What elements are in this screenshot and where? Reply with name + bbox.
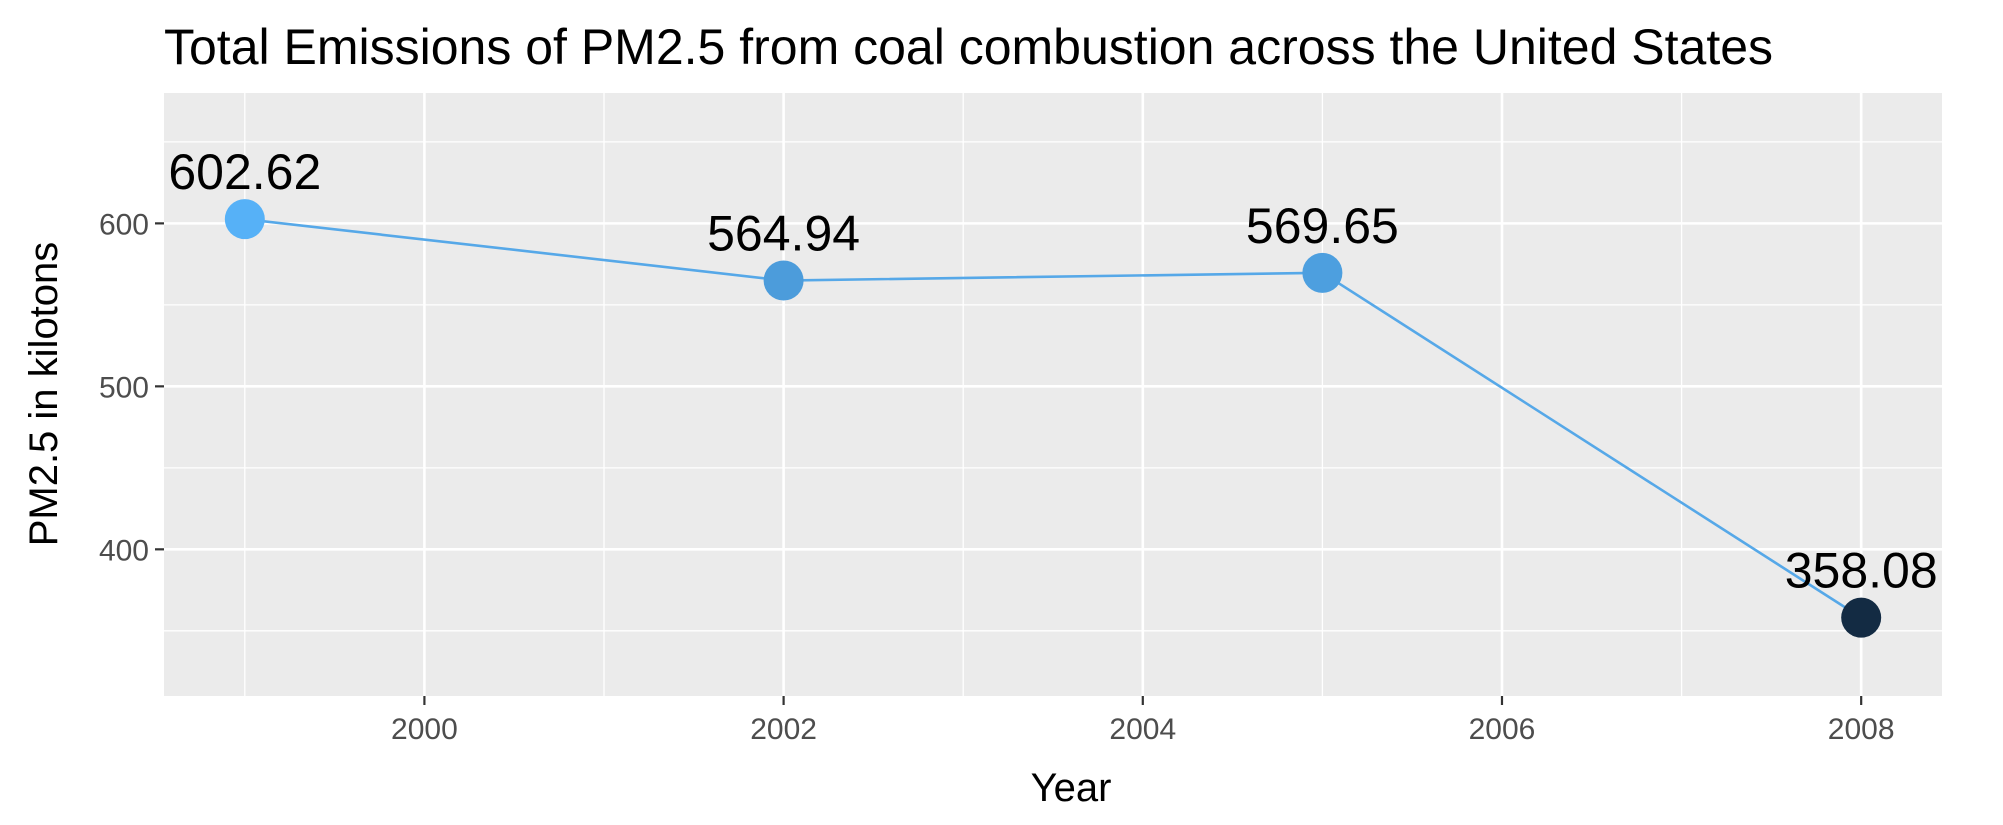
- data-point: [1841, 597, 1882, 638]
- x-tick-label: 2008: [1828, 713, 1895, 746]
- grid-major: [164, 93, 1942, 696]
- chart-title: Total Emissions of PM2.5 from coal combu…: [164, 19, 1773, 75]
- series-line-group: [244, 217, 1862, 619]
- grid-minor: [164, 93, 1942, 696]
- data-labels: 602.62 564.94 569.65 358.08: [168, 144, 1937, 599]
- x-tick-label: 2006: [1469, 713, 1536, 746]
- y-axis-title: PM2.5 in kilotons: [22, 242, 66, 547]
- tick-labels: 2000 2002 2004 2006 2008 400 500 600: [99, 208, 1895, 746]
- x-axis-title: Year: [1031, 766, 1112, 810]
- y-tick-label: 400: [99, 534, 149, 567]
- x-tick-label: 2004: [1109, 713, 1176, 746]
- data-label: 569.65: [1246, 198, 1399, 254]
- plot-panel: [164, 93, 1942, 696]
- data-label: 602.62: [168, 144, 321, 200]
- x-tick-label: 2002: [750, 713, 817, 746]
- data-label: 358.08: [1785, 543, 1938, 599]
- data-point: [1302, 252, 1343, 293]
- x-tick-label: 2000: [391, 713, 458, 746]
- series-line: [244, 217, 1862, 619]
- data-label: 564.94: [707, 206, 860, 262]
- y-tick-label: 600: [99, 208, 149, 241]
- data-point: [763, 260, 804, 301]
- data-point: [224, 199, 265, 240]
- y-tick-label: 500: [99, 371, 149, 404]
- series-points: [224, 199, 1882, 638]
- axis-ticks: [155, 222, 1863, 705]
